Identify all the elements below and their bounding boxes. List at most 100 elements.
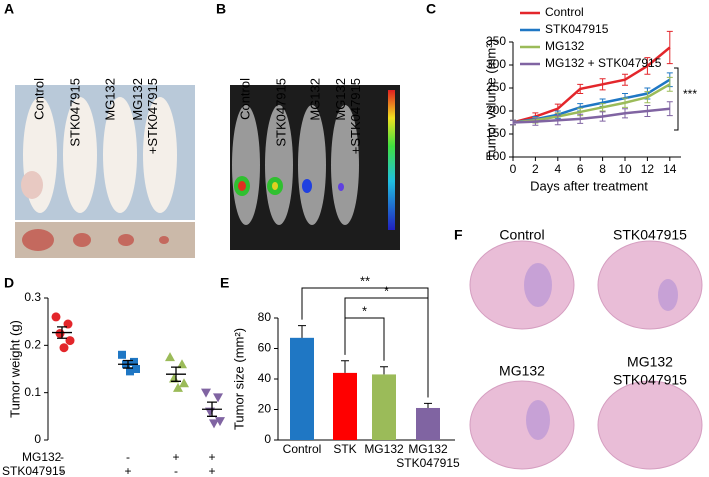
legend-label: Control bbox=[545, 5, 584, 19]
mean-sem bbox=[166, 366, 186, 382]
legend-label: MG132 + STK047915 bbox=[545, 56, 662, 70]
photo-a bbox=[15, 85, 195, 258]
data-point bbox=[65, 336, 75, 346]
data-point bbox=[209, 419, 219, 429]
x-tick-label: 10 bbox=[618, 162, 632, 176]
data-point bbox=[213, 393, 223, 403]
error-bar bbox=[380, 366, 388, 375]
image-label: STK047915 bbox=[613, 227, 687, 243]
condition-sign: - bbox=[174, 464, 178, 477]
y-axis-label: Tumor size (mm²) bbox=[231, 328, 246, 430]
y-tick-label: 40 bbox=[258, 371, 272, 385]
x-tick-label: STK047915 bbox=[396, 456, 460, 470]
x-tick-label: MG132 bbox=[364, 442, 404, 456]
data-point bbox=[126, 367, 134, 376]
comparison-label: * bbox=[362, 303, 367, 318]
y-tick-label: 0.3 bbox=[24, 290, 41, 304]
x-tick-label: MG132 bbox=[408, 442, 448, 456]
error-bar bbox=[341, 360, 349, 373]
condition-sign: - bbox=[126, 450, 130, 464]
comparison-label: * bbox=[384, 283, 389, 298]
x-tick-label: STK bbox=[333, 442, 356, 456]
column-label: MG132 bbox=[333, 78, 348, 121]
series-line bbox=[512, 46, 671, 124]
y-tick-label: 150 bbox=[486, 126, 506, 140]
significance-bracket bbox=[674, 67, 679, 131]
data-point bbox=[201, 388, 211, 398]
comparison-bracket bbox=[344, 317, 385, 361]
y-tick-label: 250 bbox=[486, 80, 506, 94]
data-point bbox=[55, 329, 65, 338]
panel-label: D bbox=[4, 275, 14, 291]
condition-sign: - bbox=[60, 464, 64, 477]
bar bbox=[333, 372, 357, 440]
panel-label: E bbox=[220, 275, 229, 291]
data-point bbox=[59, 343, 69, 353]
condition-sign: + bbox=[172, 450, 179, 464]
y-axis-label: Tumor volume (mm³) bbox=[483, 39, 498, 160]
data-point bbox=[51, 312, 61, 322]
column-label: MG132 bbox=[307, 78, 322, 121]
image-label: MG132 bbox=[627, 354, 673, 370]
panel-label: F bbox=[454, 227, 463, 243]
y-tick-label: 0.2 bbox=[24, 338, 41, 352]
x-tick-label: 0 bbox=[510, 162, 517, 176]
legend-label: MG132 bbox=[545, 39, 585, 53]
bar bbox=[416, 407, 440, 440]
data-point bbox=[215, 417, 225, 427]
column-label: +STK047915 bbox=[145, 78, 160, 154]
condition-label: STK047915 bbox=[2, 464, 66, 477]
x-tick-label: Control bbox=[283, 442, 322, 456]
x-axis-label: Days after treatment bbox=[530, 178, 648, 193]
column-label: MG132 bbox=[102, 78, 117, 121]
data-point bbox=[179, 378, 189, 388]
y-tick-label: 0.1 bbox=[24, 385, 41, 399]
mean-sem bbox=[118, 359, 138, 369]
x-tick-label: 6 bbox=[577, 162, 584, 176]
panel-label: C bbox=[426, 1, 436, 17]
data-point bbox=[132, 365, 140, 373]
y-tick-label: 80 bbox=[258, 310, 272, 324]
column-label: MG132 bbox=[130, 78, 145, 121]
condition-sign: - bbox=[60, 450, 64, 464]
y-tick-label: 100 bbox=[486, 149, 506, 163]
y-tick-label: 20 bbox=[258, 402, 272, 416]
image-label: STK047915 bbox=[613, 372, 687, 388]
y-axis-label: Tumor weight (g) bbox=[7, 320, 22, 418]
x-tick-label: 4 bbox=[554, 162, 561, 176]
image-label: MG132 bbox=[499, 363, 545, 379]
column-label: Control bbox=[237, 78, 252, 120]
mean-sem bbox=[52, 326, 72, 339]
column-label: STK047915 bbox=[273, 78, 288, 147]
photo-f bbox=[469, 240, 703, 470]
comparison-label: ** bbox=[360, 273, 370, 288]
error-bar bbox=[298, 325, 306, 338]
series-line bbox=[512, 107, 670, 124]
y-tick-label: 0 bbox=[34, 432, 41, 446]
mean-sem bbox=[202, 401, 222, 417]
photo-b bbox=[230, 85, 400, 250]
column-label: STK047915 bbox=[67, 78, 82, 147]
error-bar bbox=[424, 402, 432, 408]
column-label: +STK047915 bbox=[348, 78, 363, 154]
column-label: Control bbox=[31, 78, 46, 120]
data-point bbox=[165, 352, 175, 362]
annotation: *** bbox=[683, 87, 697, 101]
condition-sign: + bbox=[208, 464, 215, 477]
y-tick-label: 60 bbox=[258, 341, 272, 355]
x-tick-label: 14 bbox=[663, 162, 677, 176]
y-tick-label: 350 bbox=[486, 34, 506, 48]
x-tick-label: 2 bbox=[532, 162, 539, 176]
bar bbox=[290, 337, 314, 440]
data-point bbox=[177, 359, 187, 369]
condition-sign: + bbox=[208, 450, 215, 464]
legend-label: STK047915 bbox=[545, 22, 609, 36]
y-tick-label: 200 bbox=[486, 103, 506, 117]
x-tick-label: 8 bbox=[599, 162, 606, 176]
series-line bbox=[512, 83, 671, 124]
y-tick-label: 0 bbox=[264, 432, 271, 446]
y-tick-label: 300 bbox=[486, 57, 506, 71]
panel-label: A bbox=[4, 1, 14, 17]
data-point bbox=[173, 382, 183, 392]
